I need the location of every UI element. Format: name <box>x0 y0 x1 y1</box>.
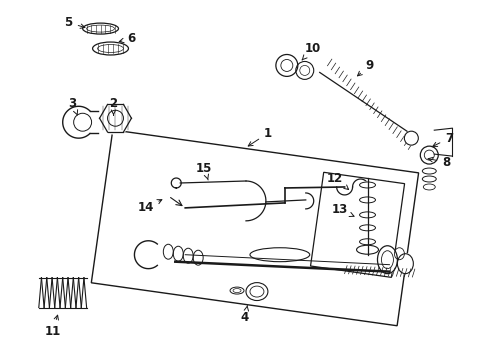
Ellipse shape <box>422 176 435 182</box>
Text: 9: 9 <box>357 59 373 76</box>
Ellipse shape <box>356 245 378 254</box>
Text: 14: 14 <box>137 200 162 215</box>
Ellipse shape <box>183 248 193 263</box>
Ellipse shape <box>163 244 173 259</box>
Ellipse shape <box>92 42 128 55</box>
Text: 3: 3 <box>68 97 78 115</box>
Text: 12: 12 <box>326 171 348 189</box>
Ellipse shape <box>193 250 203 265</box>
Text: 1: 1 <box>248 127 271 146</box>
Ellipse shape <box>249 248 309 262</box>
Ellipse shape <box>377 246 397 274</box>
Ellipse shape <box>359 225 375 231</box>
Circle shape <box>74 113 91 131</box>
Circle shape <box>420 146 437 164</box>
Text: 7: 7 <box>432 132 452 147</box>
Text: 11: 11 <box>44 315 61 338</box>
Text: 6: 6 <box>119 32 135 45</box>
Ellipse shape <box>173 246 183 261</box>
Circle shape <box>295 62 313 80</box>
Ellipse shape <box>229 287 244 294</box>
Circle shape <box>100 102 131 134</box>
Text: 15: 15 <box>196 162 212 180</box>
Circle shape <box>404 131 417 145</box>
Text: 10: 10 <box>302 42 320 60</box>
Ellipse shape <box>82 23 118 34</box>
Polygon shape <box>310 172 404 277</box>
Ellipse shape <box>359 197 375 203</box>
Text: 13: 13 <box>331 203 353 216</box>
Ellipse shape <box>422 168 435 174</box>
Ellipse shape <box>359 239 375 245</box>
Text: 5: 5 <box>64 16 85 29</box>
Text: 2: 2 <box>109 97 117 115</box>
Ellipse shape <box>245 283 267 301</box>
Ellipse shape <box>359 182 375 188</box>
Ellipse shape <box>423 184 434 190</box>
Ellipse shape <box>397 254 412 274</box>
Ellipse shape <box>359 212 375 218</box>
Text: 8: 8 <box>427 156 449 168</box>
Circle shape <box>275 54 297 76</box>
Text: 4: 4 <box>241 305 248 324</box>
Polygon shape <box>91 130 418 326</box>
